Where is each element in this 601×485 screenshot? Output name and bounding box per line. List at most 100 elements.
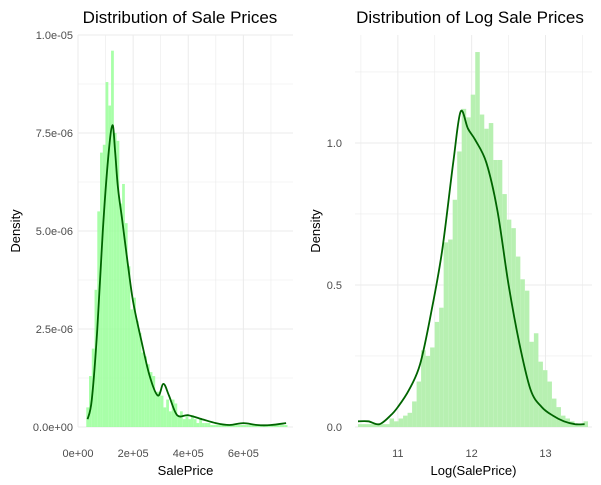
right-chart-title: Distribution of Log Sale Prices [356,8,584,27]
right-histogram-bar [479,114,485,428]
right-histogram-bar [506,219,512,427]
left-histogram-bar [191,415,194,427]
right-histogram-bar [583,421,589,427]
left-histogram-bar [163,407,167,427]
left-y-tick-label: 5.0e-06 [36,226,73,238]
left-x-tick-label: 2e+05 [118,448,149,460]
right-histogram-bar [421,350,426,427]
right-histogram-bar [403,415,408,427]
left-histogram-bar [276,425,280,427]
left-histogram-bar [257,425,260,427]
right-x-tick-label: 11 [392,448,403,460]
right-histogram-bar [470,94,476,428]
right-histogram [357,52,589,428]
right-histogram-bar [520,279,525,427]
left-histogram-bar [210,425,214,427]
left-histogram-bar [182,419,186,427]
right-histogram-bar [461,108,467,427]
left-histogram-bar [279,425,282,427]
left-x-tick-label: 6e+05 [228,448,259,460]
left-histogram-bar [251,425,255,427]
left-y-tick-label: 7.5e-06 [36,128,73,140]
left-histogram-bar [157,391,161,427]
left-histogram-bar [135,321,139,427]
left-histogram-bar [119,203,123,427]
left-histogram-bar [138,332,142,427]
left-histogram-bar [141,352,145,427]
left-histogram-bar [177,415,180,427]
left-y-tick-label: 2.5e-06 [36,324,73,336]
left-histogram-bar [166,399,169,427]
left-histogram-bar [152,376,156,427]
right-histogram-bar [439,307,444,427]
left-histogram-bar [127,266,131,427]
left-histogram-bar [174,403,178,427]
left-histogram-bar [113,133,117,427]
left-histogram-bar [124,223,128,427]
left-histogram-bar [130,309,134,427]
left-density-line [86,124,287,427]
right-histogram-bar [443,242,449,427]
left-histogram-bar [149,372,153,427]
right-histogram-bar [511,228,516,427]
right-histogram-bar [380,424,386,427]
left-histogram-bar [146,364,150,427]
right-y-tick-label: 0.0 [327,422,342,434]
left-histogram-bar [204,423,208,427]
right-histogram-bar [457,151,462,427]
left-chart-title: Distribution of Sale Prices [83,8,278,27]
left-histogram-bar [240,425,244,427]
left-histogram-bar [224,425,227,427]
left-histogram-bar [155,391,158,427]
right-histogram-bar [493,159,498,427]
left-histogram-bar [248,425,252,427]
right-histogram-bar [389,418,395,427]
left-histogram-bar [111,50,114,428]
right-histogram-bar [425,355,431,427]
left-histogram-bar [232,425,236,427]
left-histogram-bar [171,399,175,427]
left-histogram-bar [284,425,288,427]
right-y-axis-label: Density [308,209,323,253]
right-histogram-bar [448,239,453,427]
left-histogram-bar [202,423,205,427]
right-histogram-bar [488,123,494,427]
right-histogram-bar [578,424,584,427]
left-histogram-bar [199,419,203,427]
right-histogram-bar [366,424,372,427]
right-histogram-bar [533,333,539,427]
right-y-tick-label: 0.5 [327,280,342,292]
right-histogram-bar [362,424,367,427]
right-y-tick-label: 1.0 [327,138,342,150]
left-histogram-bar [254,425,258,427]
left-histogram-bar [100,152,103,427]
left-histogram-bar [122,183,125,427]
left-histogram-bar [215,425,219,427]
right-histogram-bar [357,424,363,427]
right-histogram-bar [524,290,530,427]
left-histogram-bar [243,425,247,427]
right-histogram-bar [375,424,381,427]
right-x-tick-label: 13 [539,448,551,460]
left-histogram-bar [213,425,216,427]
right-histogram-bar [484,128,489,427]
right-histogram-bar [407,412,413,427]
left-y-tick-label: 1.0e-05 [36,30,73,42]
right-histogram-bar [497,159,503,427]
left-histogram-bar [188,419,192,427]
left-histogram-bar [168,411,172,427]
right-histogram-bar [466,117,471,428]
left-histogram-bar [268,425,271,427]
left-histogram [86,50,288,428]
left-y-axis-label: Density [8,209,23,253]
right-histogram-bar [529,341,534,427]
left-x-axis-label: SalePrice [158,463,214,478]
left-histogram-bar [144,356,147,427]
left-histogram-bar [89,376,92,427]
right-histogram-bar [547,381,552,427]
right-histogram-bar [556,407,561,427]
right-histogram-bar [385,424,390,427]
left-panel: 0.0e+00 2.5e-06 5.0e-06 7.5e-06 1.0e-05 0e+00… [8,8,293,478]
right-histogram-bar [371,424,376,427]
